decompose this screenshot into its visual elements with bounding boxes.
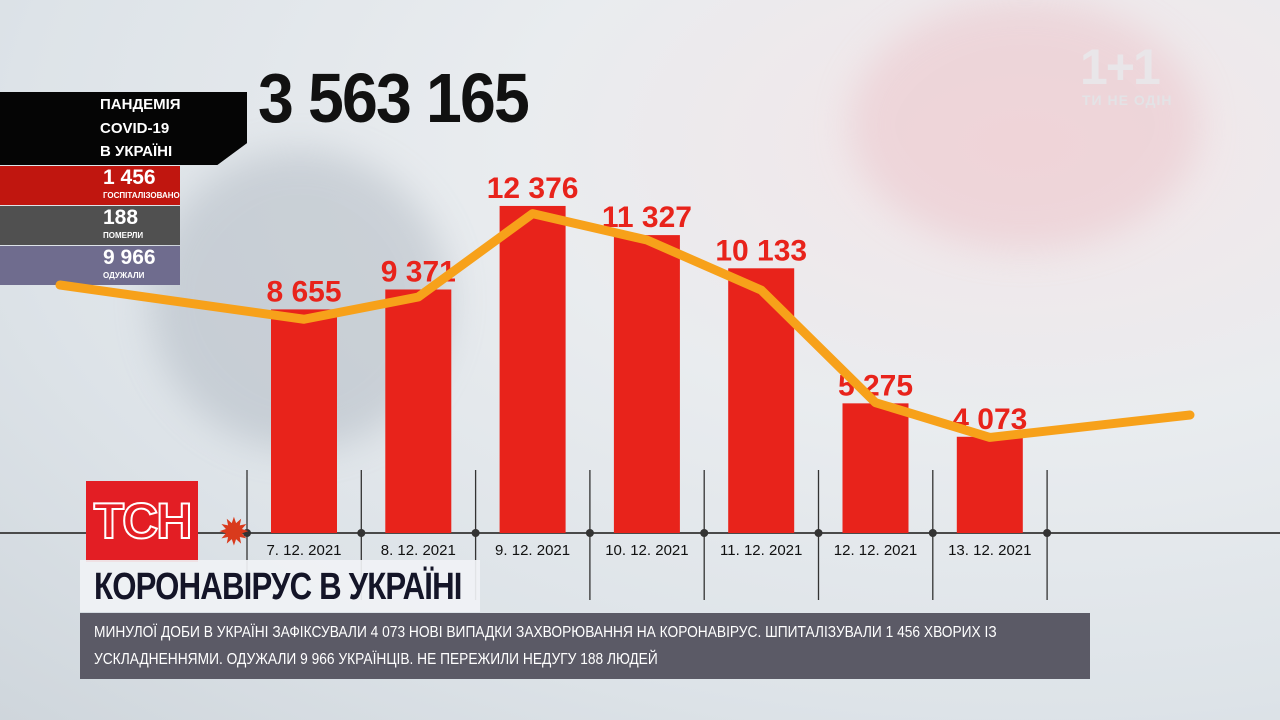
bar-value-label: 12 376 <box>487 172 579 205</box>
x-tick-label: 11. 12. 2021 <box>720 542 802 559</box>
panel-title-line: В УКРАЇНІ <box>100 143 173 160</box>
x-tick-label: 13. 12. 2021 <box>948 542 1031 559</box>
tsn-logo: ТСН <box>86 481 198 562</box>
bar <box>842 403 909 533</box>
tick-marker <box>928 529 937 537</box>
stat-label: ГОСПІТАЛІЗОВАНО <box>103 191 180 200</box>
tick-marker <box>814 529 823 537</box>
tick-marker <box>471 529 480 537</box>
stat-value: 9 966 <box>103 246 156 269</box>
tick-marker <box>357 529 366 537</box>
x-tick-label: 8. 12. 2021 <box>381 542 456 559</box>
headline: КОРОНАВІРУС В УКРАЇНІ <box>94 566 462 608</box>
tick-marker <box>700 529 709 537</box>
x-tick-label: 9. 12. 2021 <box>495 542 570 559</box>
bar <box>613 235 680 533</box>
x-tick-label: 12. 12. 2021 <box>834 542 917 559</box>
bar <box>385 289 452 533</box>
x-tick-label: 10. 12. 2021 <box>605 542 688 559</box>
panel-title: ПАНДЕМІЯ COVID-19 В УКРАЇНІ <box>0 92 247 165</box>
tick-marker <box>1043 529 1052 537</box>
panel-title-line: ПАНДЕМІЯ <box>100 96 181 113</box>
ticker: МИНУЛОЇ ДОБИ В УКРАЇНІ ЗАФІКСУВАЛИ 4 073… <box>80 613 1090 679</box>
panel-title-line: COVID-19 <box>100 120 170 137</box>
stat-deaths: 188 ПОМЕРЛИ <box>0 206 180 245</box>
bar-value-label: 8 655 <box>266 275 341 308</box>
headline-box <box>80 560 480 612</box>
stat-value: 188 <box>103 206 139 229</box>
bar <box>499 205 566 533</box>
virus-icon: ✹ <box>218 512 250 554</box>
stat-hospitalized: 1 456 ГОСПІТАЛІЗОВАНО <box>0 166 180 205</box>
stat-label: ОДУЖАЛИ <box>103 271 145 280</box>
bar-value-label: 9 371 <box>381 255 456 288</box>
channel-logo: 1+1 <box>1080 39 1161 95</box>
tick-marker <box>585 529 594 537</box>
total-cases: 3 563 165 <box>258 59 530 137</box>
background-virus <box>850 0 1200 250</box>
stat-value: 1 456 <box>103 166 156 189</box>
stat-label: ПОМЕРЛИ <box>103 231 144 240</box>
bar <box>956 436 1023 533</box>
trend-line <box>55 209 1195 442</box>
bar <box>271 309 337 533</box>
channel-slogan: ТИ НЕ ОДІН <box>1082 92 1173 108</box>
ticker-text: МИНУЛОЇ ДОБИ В УКРАЇНІ ЗАФІКСУВАЛИ 4 073… <box>94 624 997 668</box>
tick-marker <box>243 529 251 537</box>
stat-recovered: 9 966 ОДУЖАЛИ <box>0 246 180 285</box>
x-tick-label: 7. 12. 2021 <box>266 542 341 559</box>
bar-value-label: 10 133 <box>715 234 807 267</box>
